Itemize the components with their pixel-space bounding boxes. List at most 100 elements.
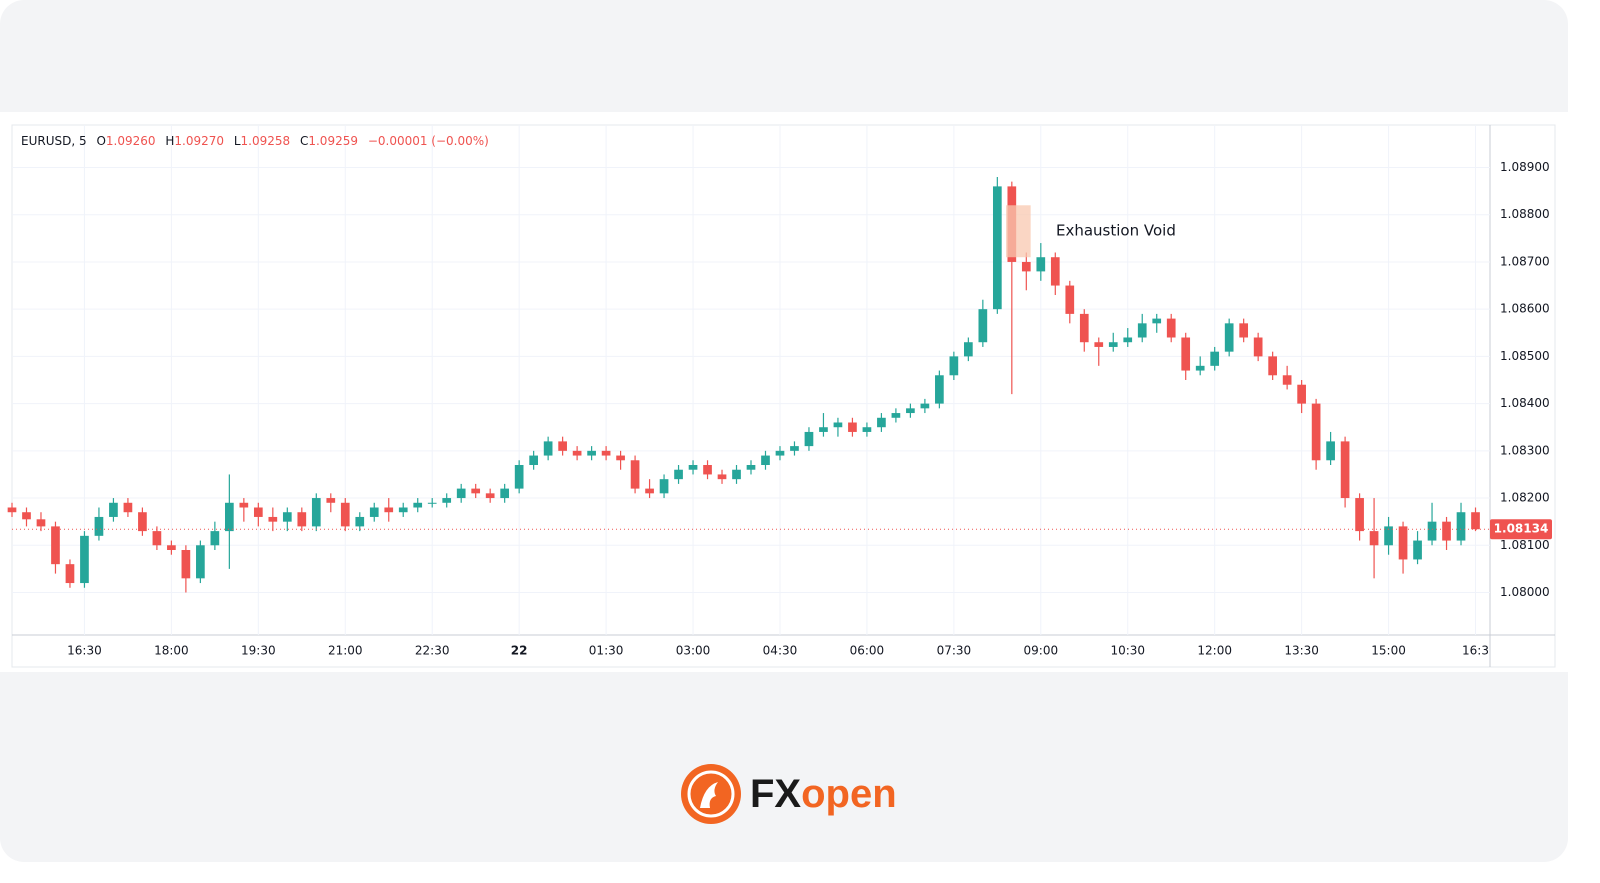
candle-body (674, 469, 683, 480)
high-label: H (165, 134, 174, 148)
candle-body (239, 502, 249, 508)
candle-body (1239, 323, 1249, 338)
candle-body (1210, 351, 1220, 366)
candle-body (1050, 257, 1060, 286)
logo-dragon (700, 782, 718, 808)
candle-body (978, 309, 988, 343)
candle-body (485, 493, 495, 499)
logo-open: open (801, 772, 897, 816)
x-tick-label: 21:00 (328, 644, 363, 658)
candle-body (964, 342, 973, 357)
candle-body (848, 422, 857, 432)
candle-body (355, 516, 365, 527)
candle-body (311, 498, 321, 527)
candle-body (369, 507, 379, 517)
candle-body (427, 502, 437, 504)
x-tick-label: 04:30 (763, 644, 798, 658)
candle-body (1166, 318, 1176, 338)
candle-body (1369, 531, 1379, 546)
candle-body (616, 455, 625, 461)
candle-body (891, 413, 901, 418)
candle-body (688, 465, 698, 470)
close-value: 1.09259 (308, 134, 358, 148)
candle-body (123, 502, 133, 513)
annotation-text: Exhaustion Void (1056, 222, 1176, 240)
logo-ring (687, 770, 735, 818)
candle-body (442, 498, 452, 503)
low-label: L (234, 134, 241, 148)
open-label: O (96, 134, 105, 148)
header: EURUSD, 5 O1.09260 H1.09270 L1.09258 C1.… (21, 134, 489, 148)
candle-body (775, 450, 785, 456)
candle-body (1326, 441, 1335, 461)
x-tick-label: 07:30 (937, 644, 972, 658)
candle-body (992, 186, 1002, 310)
candle-body (790, 446, 799, 451)
candle-body (51, 526, 60, 565)
candle-body (225, 502, 234, 532)
y-tick-label: 1.08200 (1500, 491, 1550, 505)
candle-body (935, 375, 944, 404)
logo-text: FXopen (750, 772, 897, 816)
close-label: C (300, 134, 308, 148)
candle-body (1456, 512, 1466, 541)
candle-body (80, 535, 89, 584)
candle-body (761, 455, 770, 465)
y-tick-label: 1.08500 (1500, 349, 1550, 363)
x-tick-label: 22:30 (415, 644, 450, 658)
candle-body (949, 356, 959, 376)
candle-body (587, 450, 596, 456)
candle-body (819, 427, 828, 432)
y-tick-label: 1.08700 (1500, 254, 1550, 268)
low-value: 1.09258 (241, 134, 291, 148)
y-tick-label: 1.08000 (1500, 585, 1550, 599)
candle-body (1311, 403, 1321, 461)
candle-body (543, 441, 553, 456)
candle-body (920, 403, 930, 409)
x-tick-label: 16:30 (67, 644, 102, 658)
candle-body (717, 474, 727, 480)
x-tick-label: 19:30 (241, 644, 276, 658)
candle-body (340, 502, 350, 527)
candle-body (22, 512, 31, 520)
candle-body (1297, 384, 1306, 404)
candle-body (1442, 521, 1451, 541)
candle-body (1427, 521, 1437, 541)
last-price-label: 1.08134 (1494, 522, 1549, 536)
annotation-region (1006, 205, 1031, 258)
candle-body (413, 502, 423, 508)
candle-body (1079, 313, 1089, 343)
y-tick-label: 1.08100 (1500, 538, 1550, 552)
candle-body (398, 507, 408, 513)
x-tick-label: 10:30 (1110, 644, 1145, 658)
x-tick-label: 22 (511, 644, 528, 658)
x-tick-label: 09:00 (1024, 644, 1059, 658)
candle-body (253, 507, 263, 517)
y-tick-label: 1.08900 (1500, 160, 1550, 174)
y-tick-label: 1.08400 (1500, 396, 1550, 410)
candle-body (210, 531, 220, 546)
y-tick-label: 1.08800 (1500, 207, 1550, 221)
x-tick-label: 18:00 (154, 644, 189, 658)
logo: FXopen (681, 764, 897, 824)
candle-body (572, 450, 582, 456)
candle-body (1181, 337, 1191, 371)
y-tick-label: 1.08300 (1500, 443, 1550, 457)
change: −0.00001 (−0.00%) (368, 134, 489, 148)
symbol: EURUSD, 5 (21, 134, 87, 148)
candle-body (906, 408, 915, 414)
candle-body (1021, 261, 1031, 272)
candle-body (645, 488, 654, 494)
candle-body (1355, 498, 1364, 532)
x-tick-label: 12:00 (1197, 644, 1232, 658)
candle-body (514, 465, 524, 489)
candle-body (558, 441, 567, 451)
candle-body (282, 512, 292, 522)
candle-body (877, 417, 886, 428)
candle-body (297, 512, 307, 527)
open-value: 1.09260 (106, 134, 156, 148)
candle-body (862, 427, 872, 432)
candle-body (109, 502, 118, 517)
candle-body (1340, 441, 1350, 499)
candle-body (1195, 365, 1205, 371)
